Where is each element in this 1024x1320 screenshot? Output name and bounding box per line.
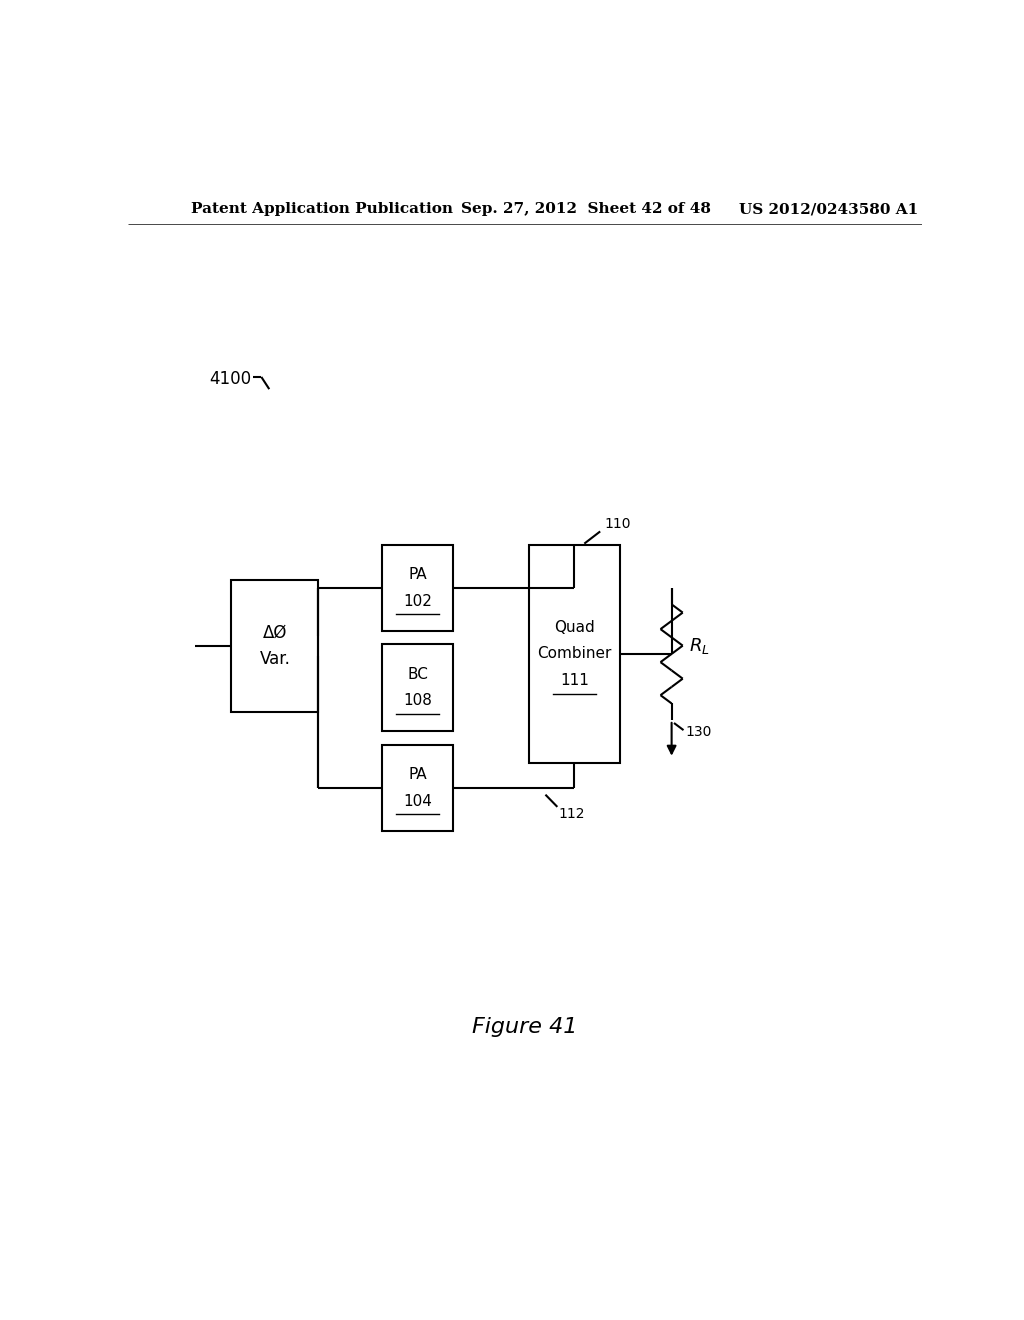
Text: PA: PA <box>409 767 427 783</box>
Text: 102: 102 <box>403 594 432 609</box>
FancyBboxPatch shape <box>528 545 620 763</box>
Text: US 2012/0243580 A1: US 2012/0243580 A1 <box>739 202 919 216</box>
Text: Figure 41: Figure 41 <box>472 1018 578 1038</box>
Text: 130: 130 <box>686 725 713 739</box>
Text: $R_L$: $R_L$ <box>689 636 710 656</box>
FancyBboxPatch shape <box>231 581 318 713</box>
Text: 110: 110 <box>604 517 631 532</box>
Text: 104: 104 <box>403 793 432 809</box>
FancyBboxPatch shape <box>382 644 454 731</box>
Text: Combiner: Combiner <box>538 647 611 661</box>
Text: 112: 112 <box>559 807 586 821</box>
Text: Var.: Var. <box>259 651 290 668</box>
Text: 111: 111 <box>560 673 589 688</box>
Text: PA: PA <box>409 568 427 582</box>
FancyBboxPatch shape <box>382 744 454 832</box>
Text: 4100: 4100 <box>209 370 251 388</box>
Text: Sep. 27, 2012  Sheet 42 of 48: Sep. 27, 2012 Sheet 42 of 48 <box>461 202 712 216</box>
FancyBboxPatch shape <box>382 545 454 631</box>
Text: 108: 108 <box>403 693 432 708</box>
Text: ΔØ: ΔØ <box>262 624 287 642</box>
Text: BC: BC <box>408 667 428 681</box>
Text: Quad: Quad <box>554 620 595 635</box>
Text: Patent Application Publication: Patent Application Publication <box>191 202 454 216</box>
